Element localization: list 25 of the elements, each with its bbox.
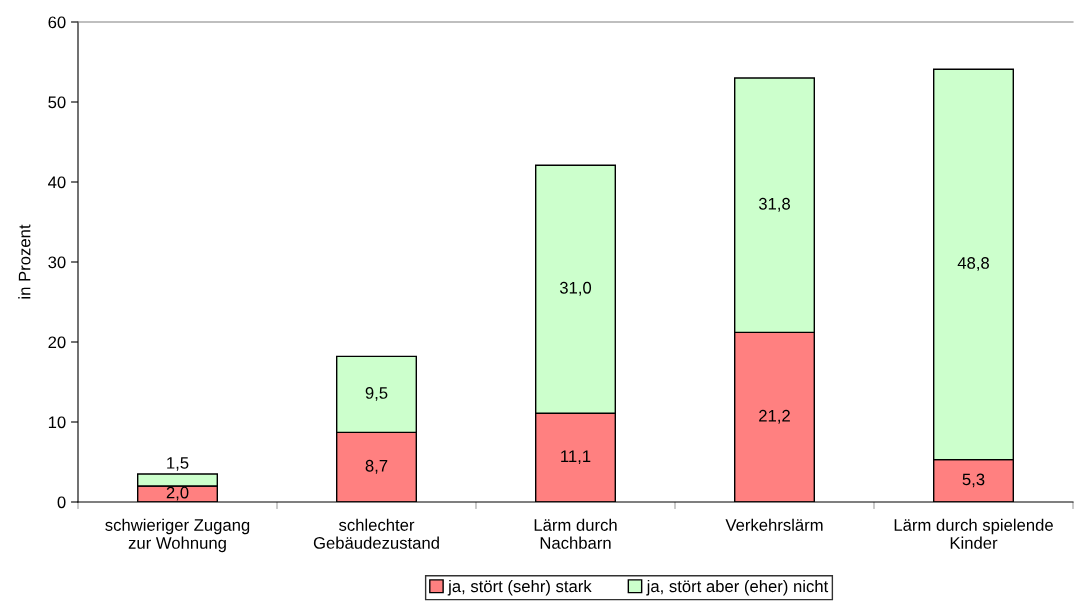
data-label: 2,0 (166, 486, 189, 501)
x-tick-label: schlechter Gebäudezustand (313, 518, 439, 549)
legend-label: ja, stört aber (eher) nicht (646, 579, 829, 596)
x-tick-label: Lärm durch Nachbarn (534, 518, 617, 549)
y-tick-label: 50 (48, 96, 66, 109)
data-label: 11,1 (561, 450, 591, 465)
y-tick-label: 20 (48, 336, 66, 349)
data-label: 31,8 (758, 197, 790, 212)
data-label: 8,7 (365, 459, 388, 474)
data-label: 21,2 (759, 409, 790, 424)
x-tick-label: Verkehrslärm (725, 518, 823, 531)
data-label: 5,3 (962, 473, 985, 488)
data-label: 9,5 (365, 387, 388, 401)
data-label: 1,5 (167, 457, 189, 471)
y-tick-label: 0 (57, 496, 66, 509)
y-tick-label: 40 (48, 176, 66, 189)
y-tick-label: 60 (48, 16, 66, 29)
y-axis-title: in Prozent (18, 224, 31, 299)
x-tick-label: Lärm durch spielende Kinder (894, 518, 1053, 549)
x-tick-label: schwieriger Zugang zur Wohnung (105, 518, 250, 553)
legend-label: ja, stört (sehr) stark (447, 579, 592, 596)
data-label: 31,0 (559, 281, 592, 296)
data-label: 48,8 (957, 257, 989, 271)
y-tick-label: 30 (48, 256, 66, 269)
y-tick-label: 10 (48, 416, 66, 429)
